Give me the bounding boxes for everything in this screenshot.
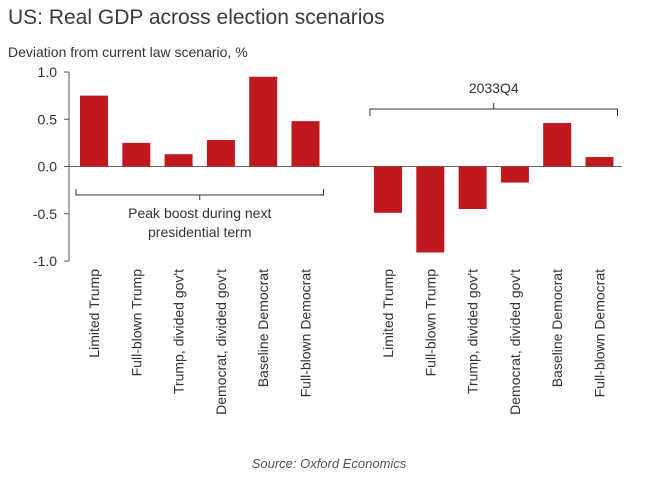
group-label: 2033Q4 bbox=[469, 80, 519, 96]
bar bbox=[164, 154, 193, 167]
bar bbox=[585, 157, 614, 167]
bar bbox=[206, 140, 235, 167]
bar bbox=[374, 166, 402, 213]
bar bbox=[500, 166, 529, 183]
category-label: Full-blown Trump bbox=[128, 269, 144, 377]
group-bracket bbox=[75, 189, 324, 196]
bar bbox=[122, 142, 151, 167]
category-label: Democrat, divided gov't bbox=[213, 269, 229, 415]
category-label: Full-blown Trump bbox=[422, 269, 438, 377]
category-label: Trump, divided gov't bbox=[171, 269, 187, 394]
group-label: presidential term bbox=[148, 224, 252, 240]
bar bbox=[80, 95, 108, 167]
category-label: Limited Trump bbox=[380, 269, 396, 358]
y-tick-label: -1.0 bbox=[33, 253, 57, 269]
source-note: Source: Oxford Economics bbox=[251, 456, 407, 471]
category-label: Baseline Democrat bbox=[255, 269, 271, 387]
y-tick-label: 0.5 bbox=[38, 111, 58, 127]
group-bracket bbox=[369, 108, 618, 116]
group-label: Peak boost during next bbox=[128, 205, 271, 221]
category-label: Full-blown Democrat bbox=[592, 269, 608, 397]
category-label: Democrat, divided gov't bbox=[507, 269, 523, 415]
category-label: Limited Trump bbox=[86, 269, 102, 358]
y-tick-label: 1.0 bbox=[38, 64, 58, 80]
category-label: Full-blown Democrat bbox=[298, 269, 314, 397]
bar bbox=[416, 166, 445, 253]
bar bbox=[458, 166, 487, 210]
chart-title: US: Real GDP across election scenarios bbox=[8, 6, 385, 29]
chart-subtitle: Deviation from current law scenario, % bbox=[8, 44, 248, 60]
y-tick-label: -0.5 bbox=[33, 206, 57, 222]
bar bbox=[249, 76, 278, 167]
bar bbox=[291, 121, 320, 167]
category-label: Trump, divided gov't bbox=[465, 269, 481, 394]
category-label: Baseline Democrat bbox=[549, 269, 565, 387]
y-tick-label: 0.0 bbox=[38, 159, 58, 175]
bar bbox=[543, 123, 572, 167]
